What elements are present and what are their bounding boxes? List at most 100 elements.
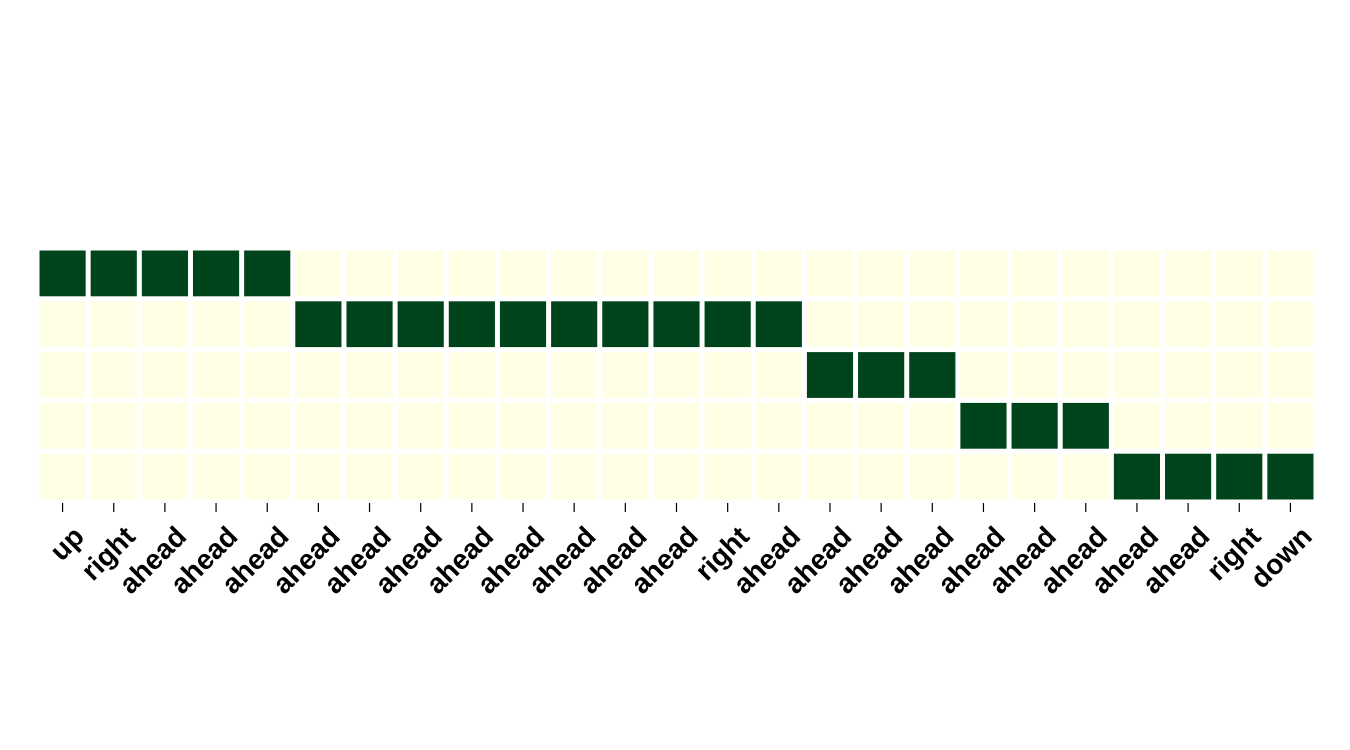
heatmap-cell-r4-c2 bbox=[141, 453, 188, 500]
heatmap-cell-r1-c5 bbox=[295, 301, 342, 348]
heatmap-cell-r2-c23 bbox=[1216, 352, 1263, 398]
heatmap-cell-r0-c17 bbox=[909, 250, 956, 297]
heatmap-cell-r4-c22 bbox=[1165, 453, 1212, 500]
heatmap-cell-r0-c5 bbox=[295, 250, 342, 297]
heatmap-cell-r2-c11 bbox=[602, 352, 649, 398]
heatmap-cell-r2-c21 bbox=[1113, 352, 1161, 398]
heatmap-cell-r0-c15 bbox=[806, 250, 854, 297]
heatmap-cell-r1-c14 bbox=[755, 301, 802, 348]
heatmap-cell-r1-c1 bbox=[90, 301, 137, 348]
heatmap-cell-r4-c24 bbox=[1267, 453, 1314, 500]
heatmap-cell-r3-c3 bbox=[192, 402, 240, 449]
heatmap-cell-r4-c8 bbox=[448, 453, 495, 500]
heatmap-cell-r3-c15 bbox=[806, 402, 854, 449]
heatmap-cell-r2-c7 bbox=[397, 352, 444, 398]
heatmap-cell-r2-c24 bbox=[1267, 352, 1314, 398]
heatmap-cell-r2-c8 bbox=[448, 352, 495, 398]
heatmap-cell-r4-c11 bbox=[602, 453, 649, 500]
heatmap-cell-r4-c10 bbox=[551, 453, 598, 500]
heatmap-cell-r4-c3 bbox=[192, 453, 240, 500]
heatmap-cells bbox=[39, 250, 1314, 500]
heatmap-cell-r3-c22 bbox=[1165, 402, 1212, 449]
heatmap-cell-r1-c10 bbox=[551, 301, 598, 348]
heatmap-cell-r1-c4 bbox=[244, 301, 291, 348]
heatmap-cell-r1-c21 bbox=[1113, 301, 1161, 348]
heatmap-cell-r3-c5 bbox=[295, 402, 342, 449]
heatmap-cell-r0-c23 bbox=[1216, 250, 1263, 297]
heatmap-cell-r3-c19 bbox=[1011, 402, 1058, 449]
heatmap-cell-r3-c24 bbox=[1267, 402, 1314, 449]
heatmap-cell-r4-c16 bbox=[858, 453, 905, 500]
heatmap-cell-r1-c22 bbox=[1165, 301, 1212, 348]
heatmap-cell-r4-c7 bbox=[397, 453, 444, 500]
heatmap-cell-r1-c12 bbox=[653, 301, 700, 348]
heatmap-cell-r3-c23 bbox=[1216, 402, 1263, 449]
heatmap-cell-r1-c0 bbox=[39, 301, 86, 348]
heatmap-cell-r0-c9 bbox=[499, 250, 547, 297]
heatmap-cell-r0-c1 bbox=[90, 250, 137, 297]
heatmap-cell-r3-c1 bbox=[90, 402, 137, 449]
heatmap-cell-r2-c19 bbox=[1011, 352, 1058, 398]
heatmap-cell-r2-c20 bbox=[1062, 352, 1109, 398]
heatmap-cell-r4-c5 bbox=[295, 453, 342, 500]
heatmap-cell-r1-c19 bbox=[1011, 301, 1058, 348]
heatmap-cell-r4-c15 bbox=[806, 453, 854, 500]
heatmap-cell-r2-c4 bbox=[244, 352, 291, 398]
heatmap-cell-r3-c12 bbox=[653, 402, 700, 449]
heatmap-cell-r0-c14 bbox=[755, 250, 802, 297]
heatmap-cell-r4-c14 bbox=[755, 453, 802, 500]
heatmap-cell-r0-c6 bbox=[346, 250, 393, 297]
heatmap-cell-r3-c0 bbox=[39, 402, 86, 449]
heatmap-cell-r3-c14 bbox=[755, 402, 802, 449]
x-axis-ticks bbox=[61, 503, 1292, 512]
heatmap-cell-r1-c3 bbox=[192, 301, 240, 348]
heatmap-cell-r0-c18 bbox=[960, 250, 1007, 297]
heatmap-cell-r2-c22 bbox=[1165, 352, 1212, 398]
heatmap-cell-r2-c10 bbox=[551, 352, 598, 398]
heatmap-cell-r1-c8 bbox=[448, 301, 495, 348]
heatmap-cell-r3-c8 bbox=[448, 402, 495, 449]
heatmap-cell-r2-c18 bbox=[960, 352, 1007, 398]
heatmap-cell-r4-c9 bbox=[499, 453, 547, 500]
heatmap-cell-r2-c13 bbox=[704, 352, 751, 398]
heatmap-cell-r4-c6 bbox=[346, 453, 393, 500]
heatmap-cell-r3-c6 bbox=[346, 402, 393, 449]
heatmap-cell-r0-c12 bbox=[653, 250, 700, 297]
heatmap-cell-r2-c0 bbox=[39, 352, 86, 398]
heatmap-cell-r0-c21 bbox=[1113, 250, 1161, 297]
heatmap-cell-r0-c22 bbox=[1165, 250, 1212, 297]
heatmap-cell-r2-c12 bbox=[653, 352, 700, 398]
heatmap-cell-r1-c9 bbox=[499, 301, 547, 348]
heatmap-cell-r3-c20 bbox=[1062, 402, 1109, 449]
heatmap-cell-r1-c7 bbox=[397, 301, 444, 348]
heatmap-cell-r2-c9 bbox=[499, 352, 547, 398]
heatmap-cell-r1-c6 bbox=[346, 301, 393, 348]
heatmap-cell-r1-c16 bbox=[858, 301, 905, 348]
heatmap-cell-r4-c13 bbox=[704, 453, 751, 500]
x-axis-tick-labels: uprightaheadaheadaheadaheadaheadaheadahe… bbox=[44, 520, 1318, 599]
heatmap-cell-r0-c24 bbox=[1267, 250, 1314, 297]
heatmap-cell-r0-c11 bbox=[602, 250, 649, 297]
heatmap-cell-r0-c0 bbox=[39, 250, 86, 297]
heatmap-cell-r1-c18 bbox=[960, 301, 1007, 348]
heatmap-cell-r0-c16 bbox=[858, 250, 905, 297]
heatmap-cell-r1-c17 bbox=[909, 301, 956, 348]
heatmap-cell-r3-c7 bbox=[397, 402, 444, 449]
heatmap-cell-r0-c8 bbox=[448, 250, 495, 297]
heatmap-cell-r0-c2 bbox=[141, 250, 188, 297]
heatmap-cell-r1-c20 bbox=[1062, 301, 1109, 348]
heatmap-cell-r3-c4 bbox=[244, 402, 291, 449]
heatmap-cell-r4-c17 bbox=[909, 453, 956, 500]
heatmap-cell-r3-c21 bbox=[1113, 402, 1161, 449]
heatmap-cell-r0-c13 bbox=[704, 250, 751, 297]
heatmap-cell-r1-c2 bbox=[141, 301, 188, 348]
heatmap-cell-r4-c21 bbox=[1113, 453, 1161, 500]
heatmap-cell-r1-c24 bbox=[1267, 301, 1314, 348]
heatmap-cell-r4-c20 bbox=[1062, 453, 1109, 500]
heatmap-cell-r0-c3 bbox=[192, 250, 240, 297]
heatmap-cell-r3-c18 bbox=[960, 402, 1007, 449]
heatmap-cell-r1-c13 bbox=[704, 301, 751, 348]
heatmap-cell-r0-c7 bbox=[397, 250, 444, 297]
heatmap-cell-r3-c16 bbox=[858, 402, 905, 449]
